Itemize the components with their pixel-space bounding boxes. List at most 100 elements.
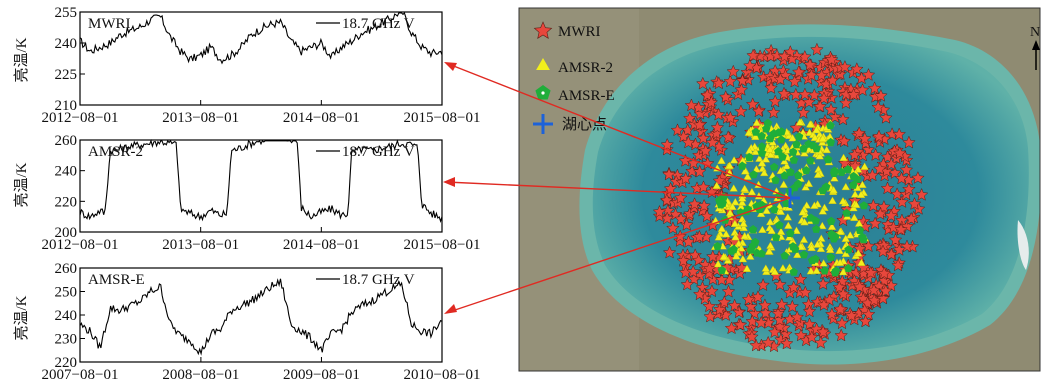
mwri-point [814, 68, 829, 82]
amsre-point [855, 225, 865, 234]
mwri-point [705, 249, 720, 263]
amsr2-point [806, 266, 816, 275]
amsre-point [794, 132, 804, 141]
amsr2-point [838, 267, 848, 276]
mwri-point [790, 310, 805, 324]
mwri-point [703, 309, 718, 323]
mwri-point [866, 198, 881, 212]
amsre-point [799, 144, 808, 153]
mwri-point [785, 299, 800, 313]
mwri-point [692, 164, 707, 178]
amsre-point [842, 208, 851, 217]
panel-label: AMSR-2 [88, 144, 143, 160]
mwri-point [824, 102, 838, 116]
amsr2-point [835, 227, 845, 235]
amsre-point [829, 168, 839, 177]
mwri-point [711, 107, 726, 121]
mwri-point [878, 284, 893, 298]
amsre-point [769, 162, 779, 171]
mwri-point [685, 164, 699, 178]
amsr2-point [810, 133, 820, 141]
amsr2-point [751, 132, 760, 140]
amsr2-point [813, 240, 822, 248]
mwri-point [700, 209, 714, 223]
amsre-points [713, 118, 869, 277]
amsr2-point [731, 233, 740, 241]
legend-amsr2: AMSR-2 [558, 60, 613, 76]
amsre-point [748, 225, 758, 234]
mwri-point [867, 293, 882, 307]
mwri-point [868, 216, 882, 230]
mwri-point [886, 220, 901, 234]
amsr2-point [813, 170, 823, 178]
y-tick-label: 220 [55, 194, 78, 210]
amsre-point [778, 152, 787, 161]
amsr2-point [854, 249, 863, 257]
mwri-point [747, 306, 762, 320]
amsr2-point [800, 149, 809, 157]
amsre-point [837, 167, 846, 176]
mwri-point [880, 181, 895, 195]
mwri-point [773, 319, 787, 333]
legend-mwri: MWRI [558, 24, 601, 40]
mwri-point [746, 48, 760, 62]
mwri-point [683, 111, 697, 125]
amsre-point [818, 186, 827, 195]
amsr2-point [729, 156, 739, 164]
mwri-point [734, 104, 748, 118]
mwri-point [698, 143, 713, 157]
amsr2-point [731, 197, 740, 206]
amsre-point [789, 155, 799, 164]
mwri-point [833, 302, 848, 316]
mwri-point [761, 335, 775, 349]
amsre-point [806, 156, 815, 165]
mwri-point [804, 68, 819, 82]
chart-panel-amsre: 亮温/K 220 230 240 250 260 2007−08−01 2008−08−01… [13, 261, 480, 383]
mwri-point [796, 105, 811, 119]
amsr2-point [746, 252, 755, 260]
amsr2-point [799, 235, 809, 243]
amsr2-point [737, 198, 747, 206]
amsre-point [826, 252, 836, 261]
mwri-point [791, 65, 806, 79]
mwri-point [895, 195, 909, 208]
amsr2-point [717, 156, 726, 164]
amsr2-point [740, 166, 750, 175]
amsr2-point [730, 219, 740, 227]
triangle-icon [536, 58, 550, 70]
amsr2-point [783, 213, 793, 221]
amsr2-point [793, 250, 802, 258]
mwri-point [732, 305, 746, 319]
mwri-point [802, 317, 817, 331]
amsre-point [716, 200, 726, 209]
y-tick-label: 225 [55, 67, 78, 83]
amsre-point [793, 170, 803, 180]
mwri-point [787, 74, 802, 88]
amsre-point [780, 171, 789, 180]
amsre-point [820, 266, 829, 275]
legend-label: 18.7 GHz V [342, 16, 415, 32]
amsre-point [786, 167, 795, 176]
mwri-point [721, 284, 736, 298]
mwri-point [764, 81, 778, 94]
amsr2-point [717, 224, 727, 232]
amsre-point [786, 228, 795, 237]
mwri-point [678, 171, 693, 185]
amsr2-point [812, 125, 821, 134]
amsre-point [807, 256, 817, 265]
connector-arrows [443, 62, 791, 314]
amsre-point [809, 141, 818, 150]
amsr2-point [752, 118, 761, 126]
amsre-point [789, 267, 798, 276]
amsr2-point [825, 245, 835, 253]
mwri-point [768, 94, 782, 108]
amsr2-point [782, 161, 791, 170]
mwri-point [744, 299, 758, 313]
mwri-point [871, 100, 885, 114]
mwri-point [873, 207, 888, 220]
amsr2-point [762, 206, 771, 214]
mwri-point [894, 171, 909, 185]
amsr2-point [784, 221, 793, 229]
amsr2-point [754, 191, 764, 200]
